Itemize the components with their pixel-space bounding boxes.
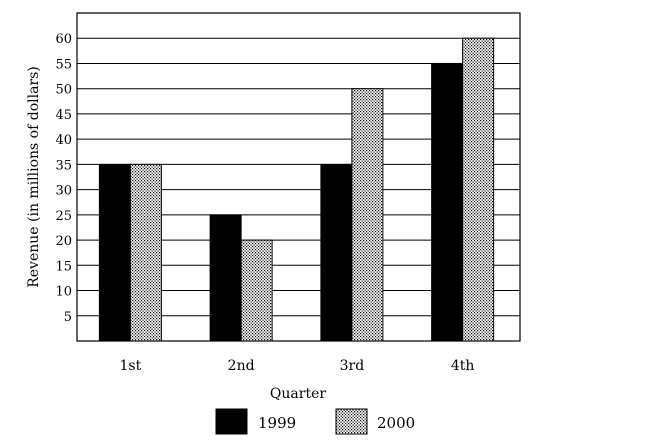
x-tick-label-2nd: 2nd — [228, 358, 255, 374]
y-tick-labels: 5 10 15 20 25 30 35 40 45 50 55 60 — [55, 32, 72, 325]
y-tick-label-35: 35 — [55, 158, 72, 173]
y-tick-label-45: 45 — [55, 108, 72, 123]
legend-label-1999: 1999 — [258, 414, 296, 432]
y-tick-label-5: 5 — [64, 310, 72, 325]
bar-1999-3rd — [320, 163, 353, 342]
bar-1999-2nd — [209, 214, 242, 342]
y-axis-label: Revenue (in millions of dollars) — [26, 66, 42, 288]
x-tick-labels: 1st 2nd 3rd 4th — [120, 358, 475, 374]
bar-2000-1st — [129, 163, 162, 342]
plot-area-frame — [76, 12, 521, 342]
x-tick-label-1st: 1st — [120, 358, 142, 374]
legend-swatch-2000 — [335, 408, 368, 435]
y-tick-label-40: 40 — [55, 133, 72, 148]
bar-1999-4th — [431, 62, 464, 342]
y-tick-label-25: 25 — [55, 209, 72, 224]
y-tick-label-20: 20 — [55, 234, 72, 249]
x-tick-label-4th: 4th — [451, 358, 475, 374]
legend-label-2000: 2000 — [377, 414, 415, 432]
bars — [98, 37, 495, 342]
bar-1999-1st — [98, 163, 131, 342]
legend: 1999 2000 — [215, 408, 415, 435]
x-tick-label-3rd: 3rd — [340, 358, 365, 374]
y-tick-label-10: 10 — [55, 285, 72, 300]
y-tick-label-15: 15 — [55, 259, 72, 274]
x-axis-label: Quarter — [270, 386, 326, 402]
y-tick-label-30: 30 — [55, 184, 72, 199]
bar-2000-3rd — [351, 88, 384, 342]
y-tick-label-50: 50 — [55, 83, 72, 98]
legend-swatch-1999 — [215, 408, 248, 435]
bar-2000-4th — [462, 37, 495, 342]
y-tick-label-55: 55 — [55, 57, 72, 72]
bar-2000-2nd — [240, 239, 273, 342]
y-tick-label-60: 60 — [55, 32, 72, 47]
